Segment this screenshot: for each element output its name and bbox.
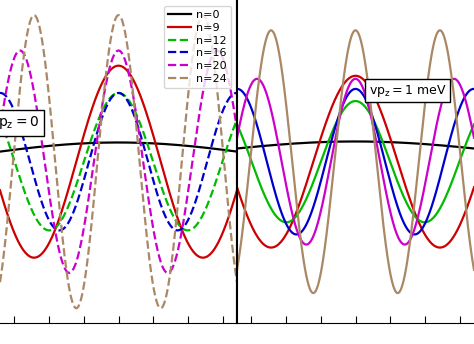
Legend: n=0, n=9, n=12, n=16, n=20, n=24: n=0, n=9, n=12, n=16, n=20, n=24 — [164, 6, 231, 88]
Text: $\mathrm{p_z = 0}$: $\mathrm{p_z = 0}$ — [0, 114, 40, 131]
Text: $\mathrm{vp_z = 1\ meV}$: $\mathrm{vp_z = 1\ meV}$ — [369, 83, 447, 98]
